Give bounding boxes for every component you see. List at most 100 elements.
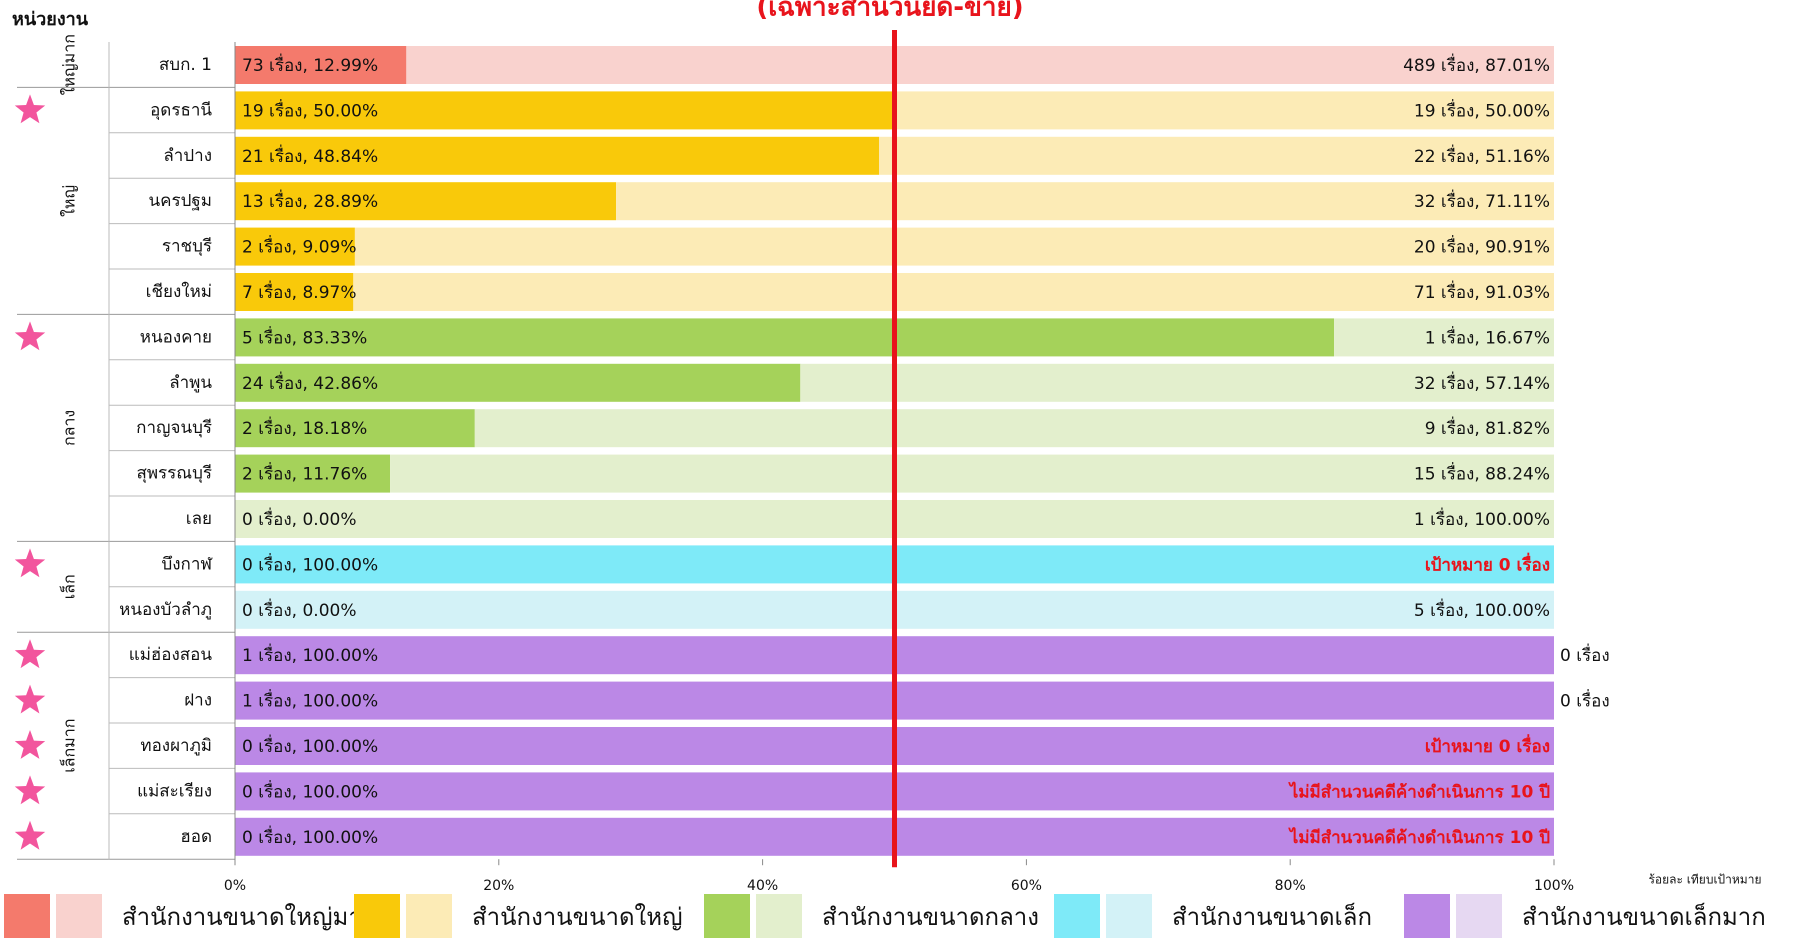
x-tick-label: 40% <box>747 878 778 894</box>
group-label: เล็กมาก <box>59 719 79 773</box>
remaining-label: 32 เรื่อง, 71.11% <box>1414 189 1550 212</box>
legend-swatch <box>56 894 102 938</box>
x-tick-label: 20% <box>483 878 514 894</box>
category-label: บึงกาฬ <box>161 554 213 574</box>
star <box>14 730 46 759</box>
legend-swatch <box>704 894 750 938</box>
category-label: ราชบุรี <box>162 237 212 257</box>
star <box>14 639 46 669</box>
x-tick-label: 0% <box>224 878 246 894</box>
star <box>14 684 46 714</box>
category-label: นครปฐม <box>148 191 212 211</box>
remaining-label: 32 เรื่อง, 57.14% <box>1414 371 1550 394</box>
legend-label: สำนักงานขนาดใหญ่มาก <box>122 903 376 931</box>
category-label: อุดรธานี <box>150 100 212 120</box>
bar-done <box>235 91 895 130</box>
done-label: 13 เรื่อง, 28.89% <box>242 189 378 212</box>
category-label: ฝาง <box>184 691 212 711</box>
legend-swatch <box>1456 894 1502 938</box>
category-label: เลย <box>186 509 212 529</box>
legend-swatch <box>756 894 802 938</box>
done-label: 0 เรื่อง, 0.00% <box>242 507 356 530</box>
chart-title: (เฉพาะสำนวนยึด-ขาย) <box>756 0 1023 23</box>
remaining-label: 20 เรื่อง, 90.91% <box>1414 235 1550 258</box>
done-label: 0 เรื่อง, 100.00% <box>242 734 378 757</box>
bar-remaining <box>616 182 1554 221</box>
bar-remaining <box>1334 318 1554 357</box>
legend-swatch <box>1404 894 1450 938</box>
done-label: 1 เรื่อง, 100.00% <box>242 689 378 712</box>
group-label: ใหญ่มาก <box>60 34 79 95</box>
done-label: 21 เรื่อง, 48.84% <box>242 144 378 167</box>
bar-done <box>235 46 407 84</box>
bar-remaining <box>800 363 1554 402</box>
done-label: 1 เรื่อง, 100.00% <box>242 643 378 666</box>
star <box>14 775 46 805</box>
legend-swatch <box>4 894 50 938</box>
category-label: แม่ฮ่องสอน <box>129 645 213 665</box>
group-label: กลาง <box>60 410 79 446</box>
done-label: 2 เรื่อง, 11.76% <box>242 462 367 485</box>
bar-done <box>235 363 801 402</box>
category-label: แม่สะเรียง <box>137 781 212 801</box>
legend-label: สำนักงานขนาดเล็กมาก <box>1522 902 1766 931</box>
star <box>14 94 46 124</box>
done-label: 19 เรื่อง, 50.00% <box>242 98 378 121</box>
category-label: เชียงใหม่ <box>146 281 212 302</box>
star <box>14 548 46 578</box>
remaining-label: 0 เรื่อง <box>1560 643 1610 666</box>
bar-done <box>235 318 1335 357</box>
bar-remaining <box>474 409 1554 448</box>
remaining-label: ไม่มีสำนวนคดีค้างดำเนินการ 10 ปี <box>1288 827 1550 848</box>
x-tick-label: 100% <box>1534 878 1574 894</box>
legend-swatch <box>1106 894 1152 938</box>
legend-swatch <box>406 894 452 938</box>
bar-done <box>235 227 355 266</box>
star <box>14 321 46 351</box>
done-label: 7 เรื่อง, 8.97% <box>242 280 356 303</box>
remaining-label: 71 เรื่อง, 91.03% <box>1414 280 1550 303</box>
legend-label: สำนักงานขนาดกลาง <box>822 903 1039 931</box>
remaining-label: 9 เรื่อง, 81.82% <box>1425 416 1550 439</box>
category-label: หนองคาย <box>140 327 212 347</box>
remaining-label: 1 เรื่อง, 100.00% <box>1414 507 1550 530</box>
bar-done <box>235 273 354 311</box>
done-label: 5 เรื่อง, 83.33% <box>242 325 367 348</box>
category-label: สบก. 1 <box>159 55 212 75</box>
bar-remaining <box>879 136 1554 175</box>
done-label: 0 เรื่อง, 100.00% <box>242 552 378 575</box>
remaining-label: 5 เรื่อง, 100.00% <box>1414 598 1550 621</box>
remaining-label: 15 เรื่อง, 88.24% <box>1414 462 1550 485</box>
done-label: 0 เรื่อง, 0.00% <box>242 598 356 621</box>
bar-remaining <box>353 273 1554 311</box>
category-label: ฮอด <box>180 827 212 847</box>
remaining-label: 1 เรื่อง, 16.67% <box>1425 325 1550 348</box>
legend-swatch <box>1054 894 1100 938</box>
category-label: หนองบัวลำภู <box>119 600 212 620</box>
category-label: ทองผาภูมิ <box>140 736 212 756</box>
category-label: สุพรรณบุรี <box>136 464 212 484</box>
category-label: ลำปาง <box>163 146 212 166</box>
remaining-label: เป้าหมาย 0 เรื่อง <box>1425 552 1550 575</box>
group-label: ใหญ่ <box>60 185 79 217</box>
done-label: 2 เรื่อง, 18.18% <box>242 416 367 439</box>
bar-done <box>235 182 617 221</box>
bar-remaining <box>406 46 1554 84</box>
done-label: 24 เรื่อง, 42.86% <box>242 371 378 394</box>
x-tick-label: 60% <box>1011 878 1042 894</box>
remaining-label: 489 เรื่อง, 87.01% <box>1403 53 1550 76</box>
remaining-label: 22 เรื่อง, 51.16% <box>1414 144 1550 167</box>
bar-done <box>235 454 391 493</box>
done-label: 0 เรื่อง, 100.00% <box>242 779 378 802</box>
bar-remaining <box>390 454 1555 493</box>
category-label: กาญจนบุรี <box>136 418 212 438</box>
done-label: 2 เรื่อง, 9.09% <box>242 235 356 258</box>
remaining-label: เป้าหมาย 0 เรื่อง <box>1425 734 1550 757</box>
remaining-label: 19 เรื่อง, 50.00% <box>1414 98 1550 121</box>
done-label: 73 เรื่อง, 12.99% <box>242 53 378 76</box>
x-tick-label: 80% <box>1275 878 1306 894</box>
star <box>14 820 46 850</box>
y-header: หน่วยงาน <box>12 9 89 30</box>
